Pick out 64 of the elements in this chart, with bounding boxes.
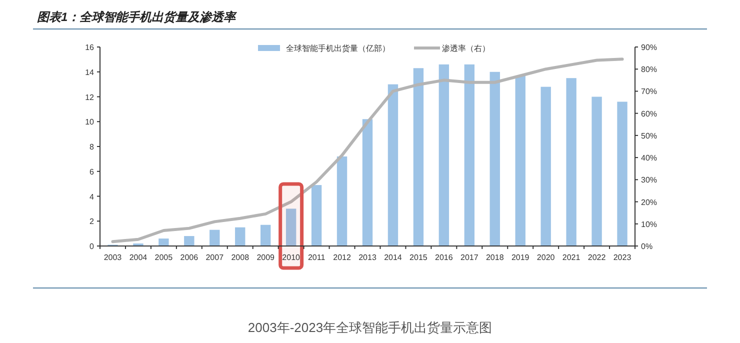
y2-tick-label: 80% [641, 65, 658, 74]
x-tick-label: 2008 [231, 253, 250, 262]
bar [184, 236, 194, 246]
x-tick-label: 2017 [460, 253, 479, 262]
x-tick-label: 2022 [588, 253, 606, 262]
bar [413, 68, 424, 246]
chart-title: 图表1：全球智能手机出货量及渗透率 [37, 10, 238, 24]
bar [617, 102, 628, 246]
y-tick-label: 12 [85, 92, 95, 102]
x-tick-label: 2005 [154, 253, 174, 262]
bar [464, 64, 474, 246]
y2-tick-label: 20% [641, 198, 658, 207]
legend-label: 全球智能手机出货量（亿部） [286, 44, 390, 53]
x-tick-label: 2014 [384, 253, 402, 262]
bar [540, 86, 551, 246]
x-tick-label: 2011 [308, 253, 326, 262]
bar [311, 185, 322, 246]
x-tick-label: 2007 [206, 253, 224, 262]
x-tick-label: 2016 [435, 253, 454, 262]
bar [158, 238, 169, 246]
x-tick-label: 2020 [536, 253, 556, 262]
y2-tick-label: 30% [641, 176, 658, 185]
y-tick-label: 6 [90, 167, 95, 176]
y-tick-label: 2 [90, 217, 95, 226]
bar [490, 72, 500, 246]
x-tick-label: 2006 [180, 253, 199, 262]
y2-tick-label: 40% [641, 154, 658, 163]
bar [388, 84, 398, 246]
bar [235, 227, 246, 246]
y-tick-label: 10 [85, 118, 95, 127]
y2-tick-label: 50% [641, 131, 658, 140]
bar [438, 64, 450, 246]
y-tick-label: 0 [90, 242, 95, 251]
x-tick-label: 2015 [410, 253, 428, 262]
y-tick-label: 8 [90, 142, 95, 152]
x-tick-label: 2004 [129, 253, 148, 262]
x-tick-label: 2013 [358, 253, 377, 262]
x-tick-label: 2010 [282, 253, 301, 262]
x-tick-label: 2023 [613, 253, 632, 262]
y-tick-label: 4 [90, 192, 95, 202]
y2-tick-label: 90% [641, 43, 658, 52]
text: 2003年-2023年全球智能手机出货量示意图 [248, 320, 492, 335]
x-tick-label: 2019 [511, 253, 530, 262]
bar [260, 224, 271, 246]
bar [336, 156, 348, 246]
x-tick-label: 2018 [486, 253, 504, 262]
bar [362, 119, 373, 246]
bar [592, 96, 602, 246]
x-tick-label: 2009 [256, 253, 276, 262]
legend-label: 渗透率（右） [442, 44, 490, 53]
bar [566, 78, 576, 246]
y2-tick-label: 10% [641, 220, 658, 229]
y2-tick-label: 60% [641, 109, 658, 118]
bar [210, 230, 220, 246]
bar [515, 76, 526, 246]
x-tick-label: 2021 [562, 253, 581, 262]
x-tick-label: 2003 [104, 253, 122, 262]
y2-tick-label: 0% [641, 242, 653, 251]
y-tick-label: 16 [85, 43, 95, 52]
y2-tick-label: 70% [641, 87, 658, 96]
y-tick-label: 14 [85, 68, 95, 77]
x-tick-label: 2012 [333, 253, 352, 262]
bar [286, 208, 296, 246]
line-series [111, 58, 624, 244]
